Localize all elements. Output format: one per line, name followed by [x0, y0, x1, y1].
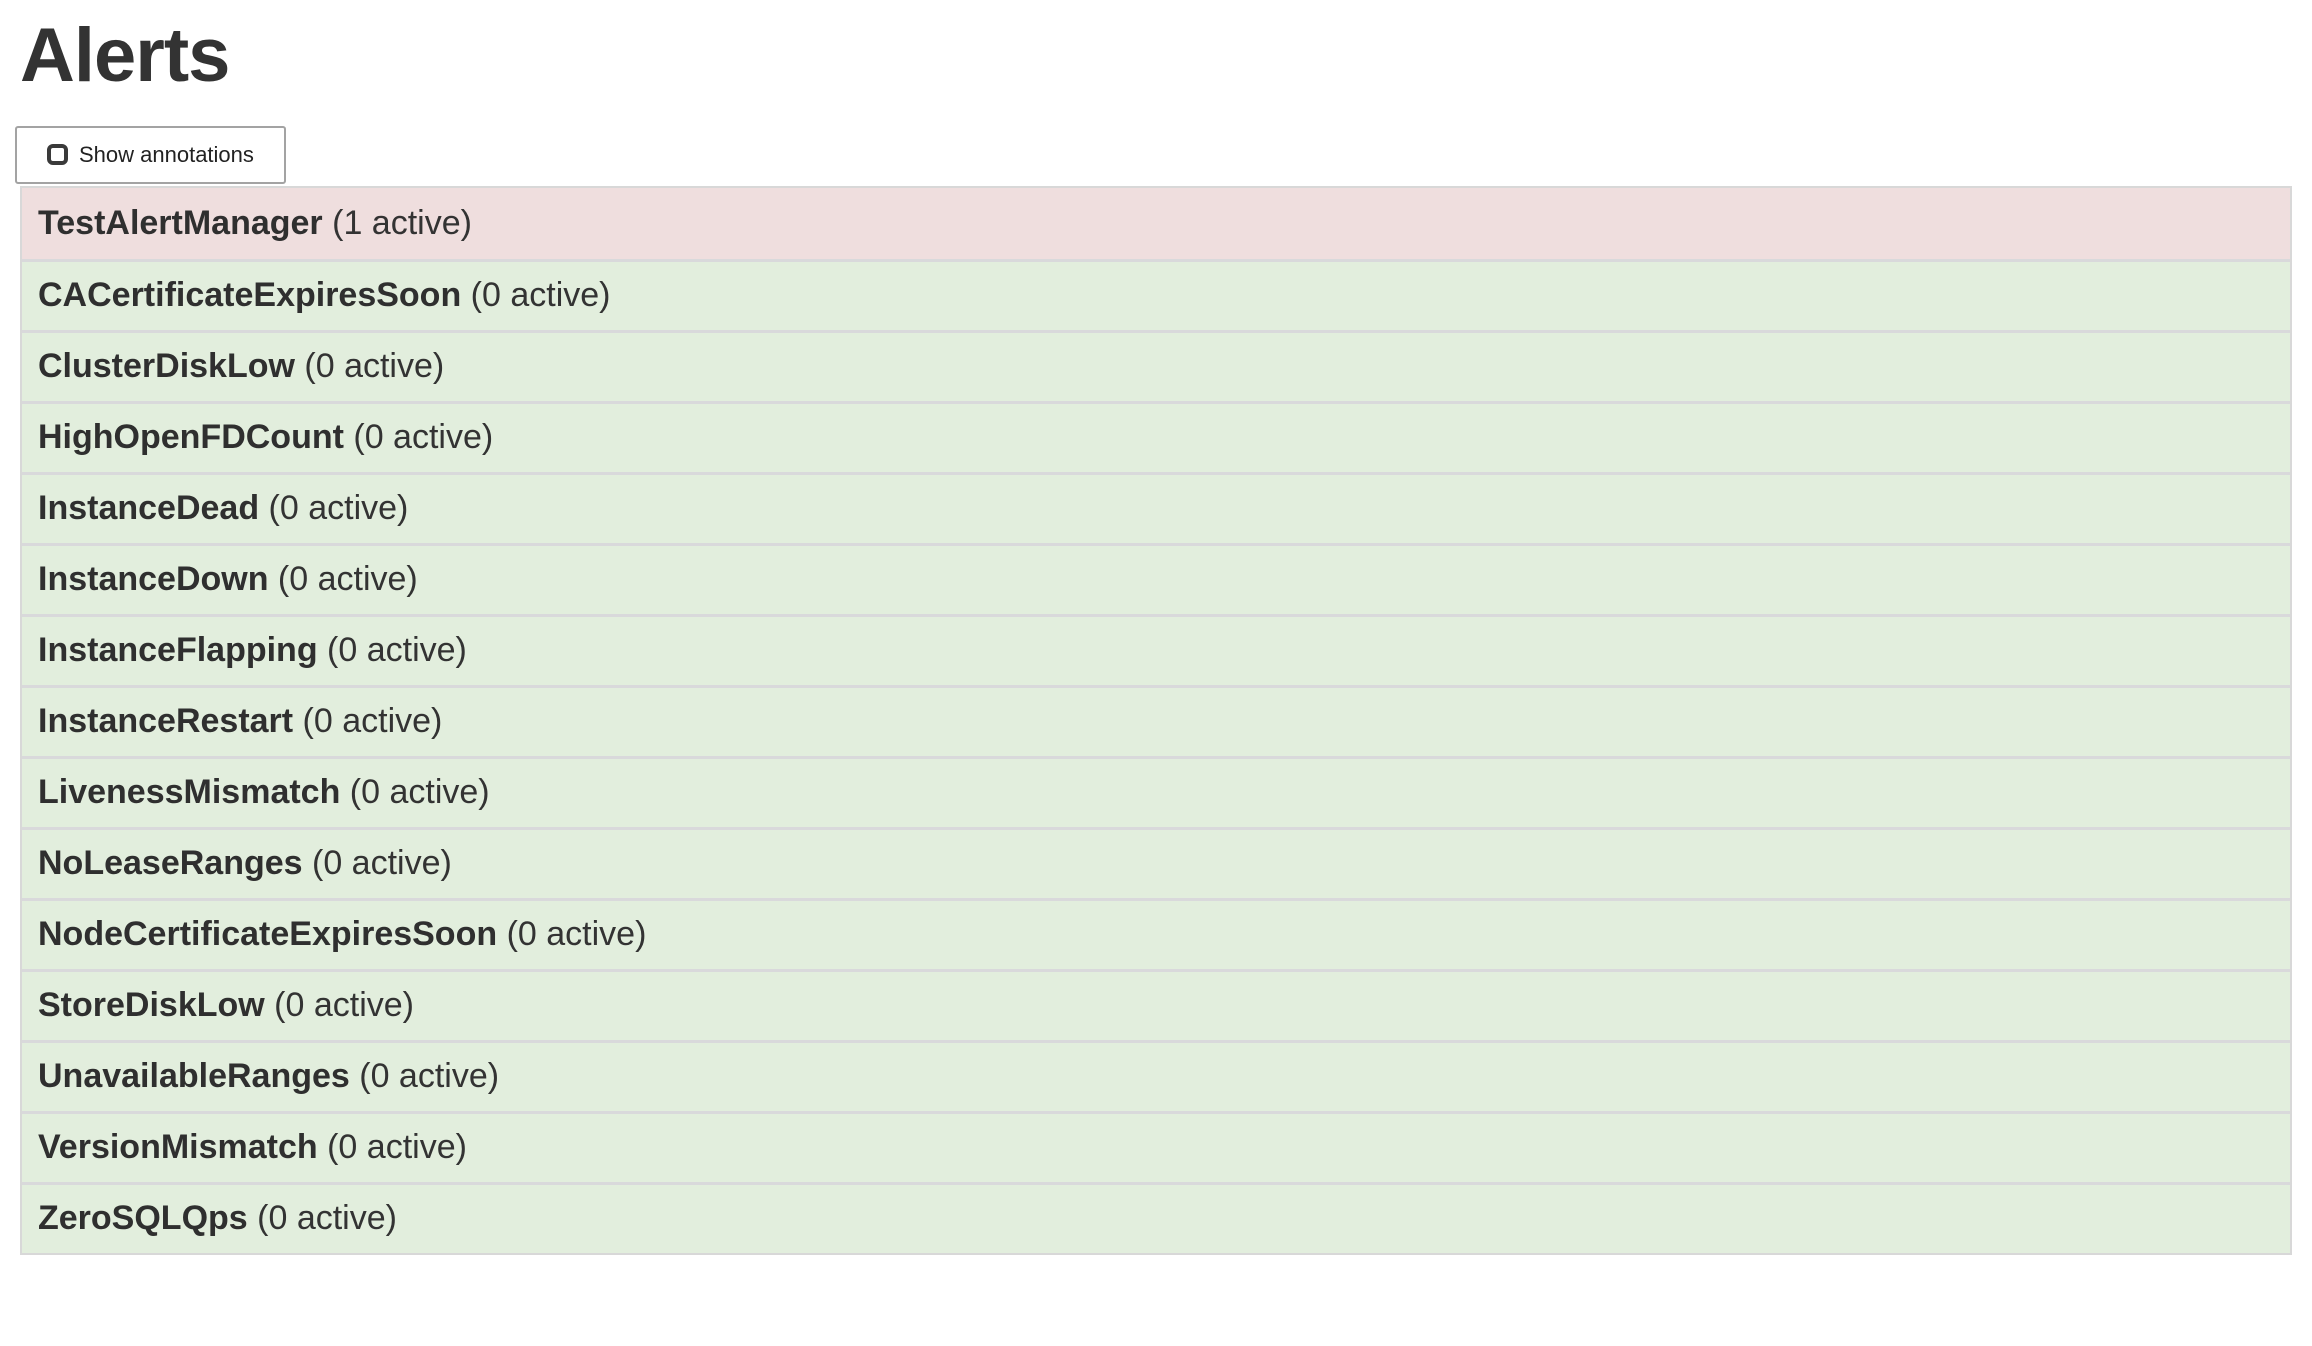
- show-annotations-button[interactable]: Show annotations: [15, 125, 286, 184]
- alert-active-count: (0 active): [264, 986, 414, 1025]
- alert-name: InstanceDown: [38, 560, 269, 599]
- alert-name: HighOpenFDCount: [38, 418, 344, 457]
- alert-active-count: (1 active): [322, 203, 472, 242]
- alert-name: InstanceFlapping: [38, 631, 318, 670]
- alert-row-CACertificateExpiresSoon[interactable]: CACertificateExpiresSoon (0 active): [22, 258, 2290, 330]
- alert-active-count: (0 active): [349, 1057, 500, 1096]
- alert-row-InstanceDown[interactable]: InstanceDown (0 active): [22, 542, 2290, 614]
- alert-active-count: (0 active): [268, 560, 418, 599]
- alert-name: NoLeaseRanges: [38, 844, 303, 883]
- alert-name: InstanceDead: [38, 489, 260, 528]
- alert-row-NoLeaseRanges[interactable]: NoLeaseRanges (0 active): [22, 826, 2290, 898]
- alert-name: ZeroSQLQps: [38, 1199, 248, 1238]
- alert-active-count: (0 active): [302, 844, 452, 883]
- alert-active-count: (0 active): [461, 276, 611, 315]
- alert-row-ZeroSQLQps[interactable]: ZeroSQLQps (0 active): [22, 1181, 2290, 1253]
- alert-row-ClusterDiskLow[interactable]: ClusterDiskLow (0 active): [22, 329, 2290, 401]
- alert-active-count: (0 active): [293, 702, 443, 741]
- alert-active-count: (0 active): [497, 915, 647, 954]
- alert-active-count: (0 active): [340, 773, 490, 812]
- alert-row-NodeCertificateExpiresSoon[interactable]: NodeCertificateExpiresSoon (0 active): [22, 897, 2290, 969]
- alert-name: ClusterDiskLow: [38, 347, 295, 386]
- alert-row-TestAlertManager[interactable]: TestAlertManager (1 active): [22, 187, 2290, 259]
- alert-name: UnavailableRanges: [38, 1057, 350, 1096]
- alerts-page: Alerts Show annotations TestAlertManager…: [0, 14, 2312, 1255]
- alert-active-count: (0 active): [317, 631, 467, 670]
- page-title: Alerts: [20, 13, 230, 98]
- alert-row-LivenessMismatch[interactable]: LivenessMismatch (0 active): [22, 755, 2290, 827]
- alert-name: InstanceRestart: [38, 702, 294, 741]
- alert-row-VersionMismatch[interactable]: VersionMismatch (0 active): [22, 1110, 2290, 1182]
- show-annotations-label: Show annotations: [79, 141, 254, 167]
- alert-row-StoreDiskLow[interactable]: StoreDiskLow (0 active): [22, 968, 2290, 1040]
- alert-row-HighOpenFDCount[interactable]: HighOpenFDCount (0 active): [22, 400, 2290, 472]
- alert-active-count: (0 active): [259, 489, 409, 528]
- alert-name: CACertificateExpiresSoon: [38, 276, 462, 315]
- alert-active-count: (0 active): [317, 1128, 467, 1167]
- alert-active-count: (0 active): [247, 1199, 397, 1238]
- alert-row-InstanceFlapping[interactable]: InstanceFlapping (0 active): [22, 613, 2290, 685]
- alerts-list: TestAlertManager (1 active) CACertificat…: [20, 185, 2292, 1255]
- alert-name: LivenessMismatch: [38, 773, 341, 812]
- alert-name: VersionMismatch: [38, 1128, 318, 1167]
- show-annotations-checkbox-icon[interactable]: [47, 144, 68, 166]
- alert-active-count: (0 active): [294, 347, 445, 386]
- alert-name: TestAlertManager: [38, 203, 323, 242]
- alert-active-count: (0 active): [343, 418, 494, 457]
- alert-name: NodeCertificateExpiresSoon: [38, 915, 498, 954]
- alert-row-InstanceRestart[interactable]: InstanceRestart (0 active): [22, 684, 2290, 756]
- alert-name: StoreDiskLow: [38, 986, 265, 1025]
- alert-row-InstanceDead[interactable]: InstanceDead (0 active): [22, 471, 2290, 543]
- alert-row-UnavailableRanges[interactable]: UnavailableRanges (0 active): [22, 1039, 2290, 1111]
